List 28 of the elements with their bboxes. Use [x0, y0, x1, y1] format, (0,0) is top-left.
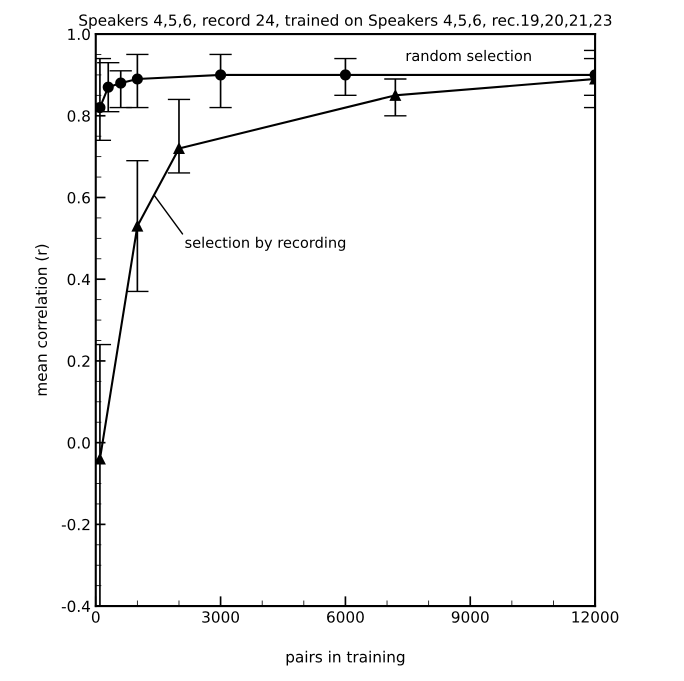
y-tick-label: 0.8 [68, 110, 90, 122]
x-tick-label: 6000 [327, 611, 364, 623]
y-tick-label: 0.0 [68, 437, 90, 449]
point [115, 78, 126, 89]
point [132, 73, 143, 85]
y-tick-label: 1.0 [68, 28, 90, 40]
point [173, 142, 185, 154]
y-axis-title: mean correlation (r) [35, 244, 49, 396]
x-tick-label: 12000 [572, 611, 618, 623]
chart-title: Speakers 4,5,6, record 24, trained on Speakers 4,5,6, rec.19,20,21,23 [79, 14, 612, 29]
point [96, 102, 106, 114]
y-tick-label: 0.2 [68, 355, 90, 367]
x-tick-label: 9000 [452, 611, 489, 623]
text: selection by recording [185, 236, 346, 251]
point [215, 69, 226, 80]
series-label: random selection [406, 50, 531, 62]
x-tick-label: 3000 [202, 611, 240, 623]
x-tick-label: 0 [92, 611, 100, 623]
point [96, 453, 106, 465]
y-tick-label: -0.4 [62, 600, 90, 612]
point [340, 69, 351, 80]
y-tick-label: -0.2 [62, 518, 90, 530]
point [132, 220, 143, 232]
y-tick-label: 0.6 [68, 192, 90, 204]
point [102, 82, 114, 93]
x-axis-title: pairs in training [286, 650, 404, 666]
y-tick-label: 0.4 [68, 274, 90, 286]
point [390, 90, 401, 101]
